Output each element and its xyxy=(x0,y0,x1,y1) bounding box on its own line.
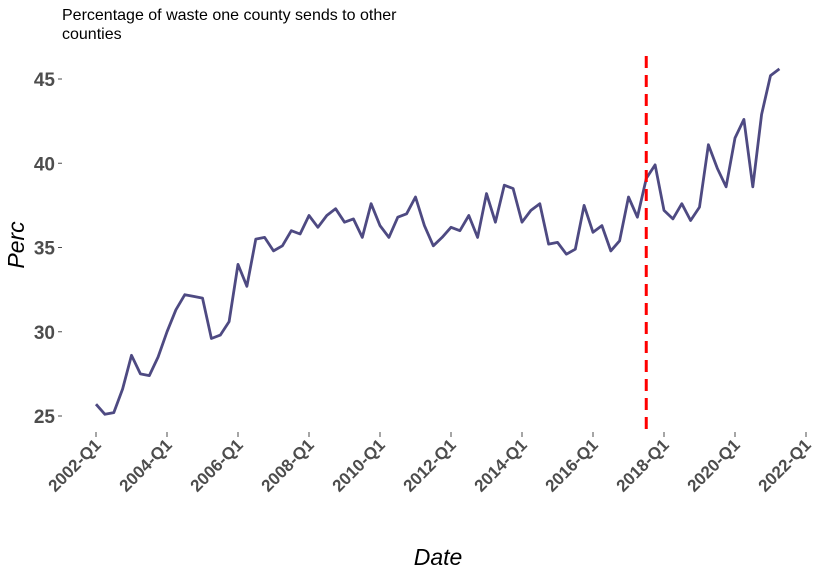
x-tick-label: 2008-Q1 xyxy=(258,435,318,495)
x-tick-label: 2020-Q1 xyxy=(684,435,744,495)
x-tick-label: 2018-Q1 xyxy=(613,435,673,495)
y-tick-label: 40 xyxy=(34,154,55,175)
x-tick-label: 2006-Q1 xyxy=(187,435,247,495)
y-axis-label: Perc xyxy=(3,221,29,269)
x-tick-label: 2004-Q1 xyxy=(116,435,176,495)
x-tick-label: 2012-Q1 xyxy=(400,435,460,495)
y-axis: 25 30 35 40 45 xyxy=(34,70,62,428)
y-tick-label: 25 xyxy=(34,407,56,428)
x-tick-label: 2014-Q1 xyxy=(471,435,531,495)
x-tick-label: 2010-Q1 xyxy=(329,435,389,495)
x-axis-label: Date xyxy=(414,544,463,570)
chart-title: Percentage of waste one county sends to … xyxy=(62,7,397,43)
y-tick-label: 45 xyxy=(34,70,56,91)
x-tick-label: 2002-Q1 xyxy=(45,435,105,495)
y-tick-label: 35 xyxy=(34,239,56,260)
y-tick-label: 30 xyxy=(34,323,55,344)
x-axis: 2002-Q1 2004-Q1 2006-Q1 2008-Q1 2010-Q1 2012-… xyxy=(45,432,815,496)
series-line xyxy=(94,67,781,416)
x-tick-label: 2016-Q1 xyxy=(542,435,602,495)
x-tick-label: 2022-Q1 xyxy=(755,435,815,495)
